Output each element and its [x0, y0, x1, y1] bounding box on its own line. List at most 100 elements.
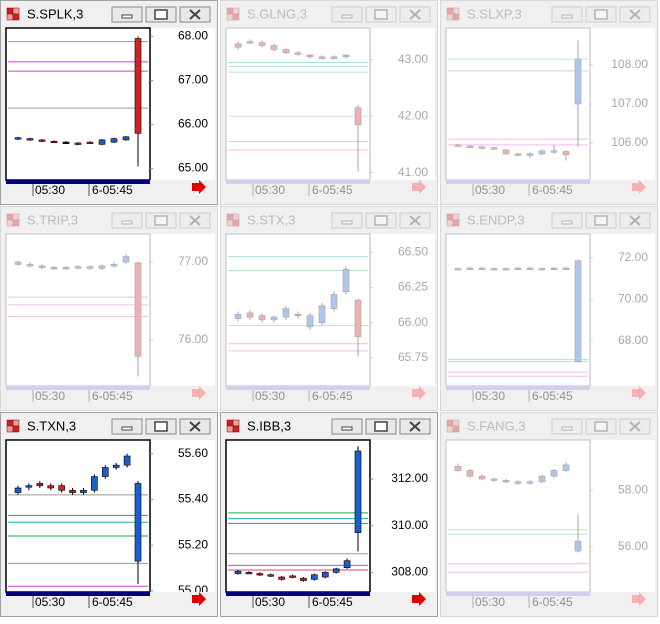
plot-area: [225, 233, 371, 387]
y-tick-label: 66.25: [398, 280, 428, 294]
icon-cell: [452, 425, 460, 433]
plot-content: 65.75 66.00 66.25 66.50: [228, 244, 428, 364]
icon-cell: [232, 419, 240, 427]
y-tick-label: 107.00: [611, 96, 648, 110]
y-tick-label: 77.00: [178, 254, 208, 268]
close-button[interactable]: [399, 6, 431, 23]
glyph: [374, 215, 388, 226]
plot-content: 56.00 58.00: [448, 462, 648, 573]
y-tick-label: 55.60: [178, 446, 208, 460]
time-labels: 05:30 6-05:45: [252, 183, 353, 197]
close-button[interactable]: [619, 418, 651, 435]
y-tick-label: 106.00: [611, 135, 648, 149]
x-tick-label: 05:30: [475, 595, 505, 609]
scroll-arrow[interactable]: [192, 386, 206, 400]
icon-cell: [6, 7, 14, 15]
minimize-button[interactable]: [331, 212, 363, 229]
scroll-arrow[interactable]: [192, 592, 206, 606]
candle-body: [574, 540, 582, 552]
candle-body: [574, 58, 582, 105]
minimize-button[interactable]: [551, 418, 583, 435]
y-tick-label: 55.20: [178, 537, 208, 551]
candle-body: [490, 147, 498, 150]
scroll-arrow[interactable]: [632, 386, 646, 400]
icon-cell: [12, 213, 20, 221]
close-button[interactable]: [619, 212, 651, 229]
candle-body: [258, 42, 266, 46]
minimize-button[interactable]: [551, 212, 583, 229]
minimize-button[interactable]: [551, 6, 583, 23]
x-tick-label: 05:30: [475, 389, 505, 403]
close-button[interactable]: [179, 212, 211, 229]
icon-cell: [226, 219, 234, 227]
scroll-arrow[interactable]: [412, 180, 426, 194]
maximize-button[interactable]: [585, 212, 617, 229]
minimize-button[interactable]: [111, 212, 143, 229]
y-tick-label: 108.00: [611, 57, 648, 71]
icon-cell: [6, 13, 14, 21]
candle-body: [86, 266, 94, 269]
candle-body: [466, 145, 474, 148]
scroll-arrow[interactable]: [632, 180, 646, 194]
glyph: [121, 426, 133, 431]
candle-body: [478, 146, 486, 149]
candle-body: [514, 267, 522, 270]
candle-body: [86, 141, 94, 144]
candle-body: [538, 150, 546, 155]
candle-body: [80, 489, 87, 493]
candle-body: [256, 573, 264, 576]
plot-area: [5, 27, 151, 181]
minimize-button[interactable]: [331, 6, 363, 23]
time-labels: 05:30 6-05:45: [32, 595, 133, 609]
window-buttons: [331, 212, 431, 229]
maximize-button[interactable]: [145, 212, 177, 229]
candle-body: [110, 138, 118, 143]
time-labels: 05:30 6-05:45: [252, 389, 353, 403]
candle-body: [562, 267, 570, 270]
y-tick-label: 68.00: [178, 29, 208, 43]
maximize-button[interactable]: [365, 6, 397, 23]
close-button[interactable]: [399, 212, 431, 229]
scroll-arrow[interactable]: [412, 386, 426, 400]
window-buttons: [331, 418, 431, 435]
x-tick-label: 05:30: [255, 595, 285, 609]
candle-body: [246, 312, 254, 318]
time-labels: 05:30 6-05:45: [472, 183, 573, 197]
window-title: S.IBB,3: [247, 418, 291, 433]
glyph: [409, 215, 421, 226]
scroll-arrow[interactable]: [192, 180, 206, 194]
window-title: S.STX,3: [247, 212, 295, 227]
maximize-button[interactable]: [585, 418, 617, 435]
candle-body: [538, 268, 546, 271]
icon-cell: [12, 425, 20, 433]
candle-body: [454, 465, 462, 471]
window-icon: [226, 213, 240, 227]
scroll-arrow[interactable]: [632, 592, 646, 606]
plot-area: [5, 233, 151, 387]
maximize-button[interactable]: [585, 6, 617, 23]
icon-cell: [12, 219, 20, 227]
candle-body: [311, 574, 318, 580]
icon-cell: [232, 7, 240, 15]
candle-body: [306, 315, 314, 328]
candle-body: [318, 305, 326, 323]
candle-body: [98, 139, 106, 145]
window-buttons: [111, 212, 211, 229]
window-icon: [446, 213, 460, 227]
x-tick-label: 05:30: [475, 183, 505, 197]
candle-body: [502, 268, 510, 271]
maximize-button[interactable]: [365, 212, 397, 229]
scroll-arrow[interactable]: [412, 592, 426, 606]
candle-body: [342, 54, 350, 58]
close-button[interactable]: [619, 6, 651, 23]
candle-body: [122, 136, 130, 141]
candle-body: [112, 464, 120, 468]
glyph: [594, 9, 608, 20]
icon-cell: [12, 419, 20, 427]
icon-cell: [6, 419, 14, 427]
plot-area: [225, 27, 371, 181]
axis-area: [371, 440, 435, 592]
glyph: [374, 9, 388, 20]
